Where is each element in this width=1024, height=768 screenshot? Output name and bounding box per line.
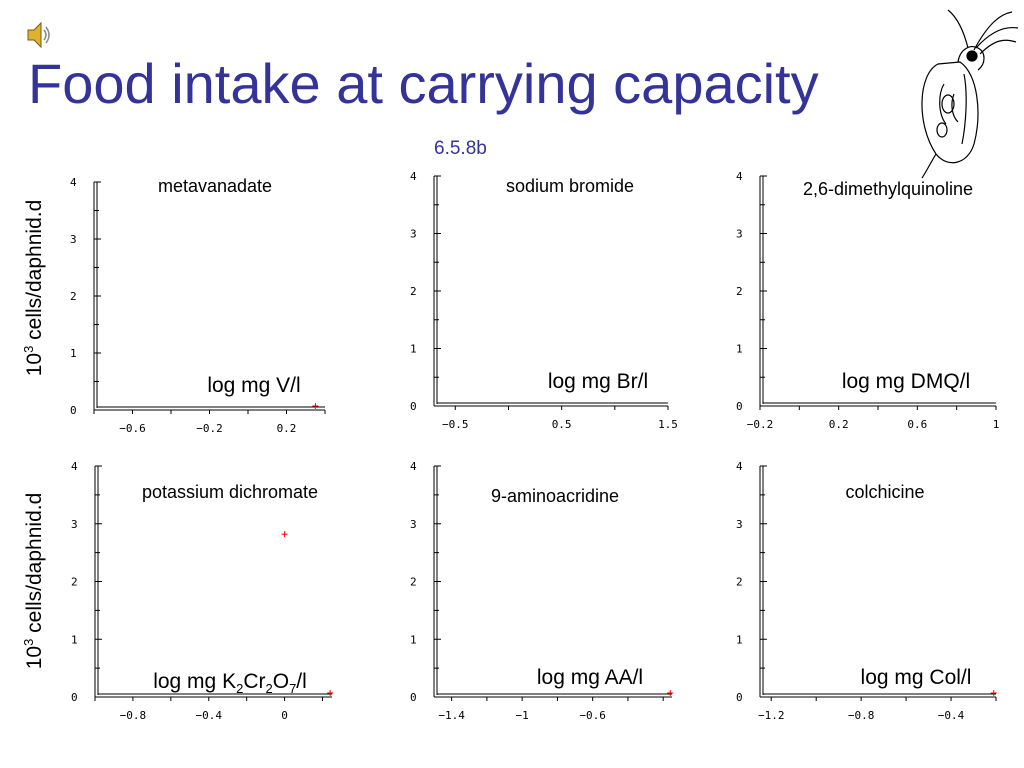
xlabel-part: 7 bbox=[289, 681, 296, 696]
y-tick-label: 2 bbox=[736, 576, 743, 589]
y-tick-label: 4 bbox=[736, 460, 743, 473]
y-tick-label: 0 bbox=[736, 400, 743, 413]
x-tick-label: 0.5 bbox=[552, 418, 572, 431]
y-tick-label: 0 bbox=[410, 691, 417, 704]
y-tick-label: 3 bbox=[410, 228, 417, 241]
y-tick-label: 2 bbox=[736, 285, 743, 298]
speaker-icon[interactable] bbox=[26, 20, 54, 50]
x-tick-label: 0.6 bbox=[907, 418, 927, 431]
y-tick-label: 2 bbox=[70, 290, 77, 303]
y-tick-label: 3 bbox=[736, 518, 743, 531]
chart-panel-1: 0 1 2 3 4 −0.6 −0.2 0.2 metavanadate log mg V/l bbox=[70, 176, 326, 435]
chart-xlabel: log mg DMQ/l bbox=[842, 370, 970, 393]
slide-code: 6.5.8b bbox=[434, 138, 487, 159]
data-point bbox=[327, 690, 334, 696]
y-tick-label: 4 bbox=[410, 460, 417, 473]
x-tick-label: −0.5 bbox=[442, 418, 469, 431]
xlabel-part: O bbox=[273, 670, 289, 693]
y-tick-label: 0 bbox=[410, 400, 417, 413]
chart-panel-3: 0 1 2 3 4 −0.2 0.2 0.6 1 2,6-dimethylquinoline log… bbox=[736, 170, 999, 431]
chart-xlabel: log mg Col/l bbox=[861, 666, 972, 689]
chart-panel-5: 0 1 2 3 4 −1.4 −1 −0.6 9-aminoacridine log mg AA/… bbox=[410, 460, 674, 722]
y-tick-label: 4 bbox=[71, 460, 78, 473]
chart-panel-4: 0 1 2 3 4 −0.8 −0.4 0 potassium dichromate log mg… bbox=[71, 460, 334, 722]
y-tick-label: 3 bbox=[410, 518, 417, 531]
x-tick-label: −0.8 bbox=[120, 709, 147, 722]
xlabel-part: log mg K bbox=[153, 670, 236, 693]
chart-title: sodium bromide bbox=[506, 176, 634, 196]
y-tick-label: 2 bbox=[410, 285, 417, 298]
x-tick-label: −1 bbox=[516, 709, 529, 722]
y-tick-label: 3 bbox=[70, 233, 77, 246]
chart-title: potassium dichromate bbox=[142, 482, 318, 502]
y-tick-label: 1 bbox=[71, 633, 78, 646]
xlabel-part: /l bbox=[296, 670, 307, 693]
chart-title: 2,6-dimethylquinoline bbox=[803, 179, 973, 199]
x-tick-label: −0.4 bbox=[196, 709, 223, 722]
y-tick-label: 1 bbox=[70, 347, 77, 360]
x-tick-label: 1 bbox=[993, 418, 1000, 431]
page-title: Food intake at carrying capacity bbox=[28, 52, 819, 115]
xlabel-part: 2 bbox=[236, 681, 243, 696]
chart-xlabel: log mg Br/l bbox=[548, 370, 648, 393]
x-tick-label: −0.6 bbox=[119, 422, 146, 435]
x-tick-label: −0.8 bbox=[848, 709, 875, 722]
y-tick-label: 0 bbox=[736, 691, 743, 704]
chart-xlabel: log mg K2Cr2O7/l bbox=[153, 670, 307, 696]
data-point bbox=[281, 531, 288, 538]
y-tick-label: 3 bbox=[736, 228, 743, 241]
y-tick-label: 4 bbox=[410, 170, 417, 183]
x-tick-label: −0.4 bbox=[938, 709, 965, 722]
x-tick-label: −1.2 bbox=[758, 709, 785, 722]
x-tick-label: 0.2 bbox=[829, 418, 849, 431]
y-tick-label: 3 bbox=[71, 518, 78, 531]
x-tick-label: −0.2 bbox=[747, 418, 774, 431]
y-tick-label: 1 bbox=[410, 633, 417, 646]
xlabel-part: 2 bbox=[265, 681, 272, 696]
x-tick-label: 0.2 bbox=[277, 422, 297, 435]
data-point bbox=[990, 690, 997, 696]
chart-title: metavanadate bbox=[158, 176, 272, 196]
y-tick-label: 2 bbox=[71, 576, 78, 589]
x-tick-label: 1.5 bbox=[658, 418, 678, 431]
data-point bbox=[667, 690, 674, 696]
xlabel-part: Cr bbox=[243, 670, 265, 693]
chart-title: colchicine bbox=[845, 482, 924, 502]
y-tick-label: 1 bbox=[736, 633, 743, 646]
chart-xlabel: log mg V/l bbox=[207, 374, 300, 397]
chart-panel-2: 0 1 2 3 4 −0.5 0.5 1.5 sodium bromide log mg Br/l bbox=[410, 170, 678, 431]
chart-title: 9-aminoacridine bbox=[491, 486, 619, 506]
y-tick-label: 0 bbox=[70, 404, 77, 417]
chart-xlabel: log mg AA/l bbox=[537, 666, 643, 689]
y-tick-label: 1 bbox=[410, 343, 417, 356]
data-point bbox=[312, 403, 319, 409]
chart-panel-6: 0 1 2 3 4 −1.2 −0.8 −0.4 colchicine log mg Col/l bbox=[736, 460, 997, 722]
y-tick-label: 4 bbox=[70, 176, 77, 189]
y-tick-label: 4 bbox=[736, 170, 743, 183]
y-tick-label: 1 bbox=[736, 343, 743, 356]
y-tick-label: 0 bbox=[71, 691, 78, 704]
x-tick-label: −0.2 bbox=[196, 422, 223, 435]
y-tick-label: 2 bbox=[410, 576, 417, 589]
x-tick-label: −1.4 bbox=[438, 709, 465, 722]
x-tick-label: 0 bbox=[281, 709, 288, 722]
x-tick-label: −0.6 bbox=[579, 709, 606, 722]
daphnia-illustration bbox=[908, 4, 1020, 180]
